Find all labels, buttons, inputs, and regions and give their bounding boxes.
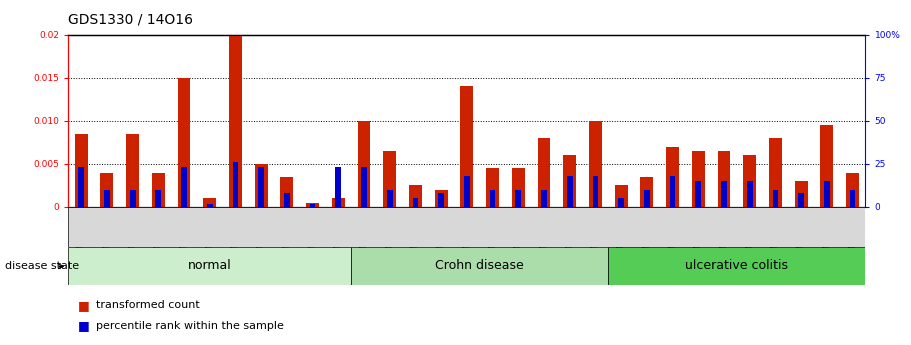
Bar <box>589 121 602 207</box>
Text: ■: ■ <box>77 319 89 333</box>
Bar <box>798 193 804 207</box>
Bar <box>438 193 444 207</box>
Bar <box>435 190 447 207</box>
Bar <box>563 155 576 207</box>
Bar <box>335 167 342 207</box>
Bar <box>769 138 782 207</box>
Bar <box>387 190 393 207</box>
Bar <box>68 247 351 285</box>
Bar <box>203 198 216 207</box>
Bar <box>773 190 778 207</box>
Bar <box>384 151 396 207</box>
Bar <box>592 176 599 207</box>
Bar <box>152 172 165 207</box>
Bar <box>846 172 859 207</box>
Text: ulcerative colitis: ulcerative colitis <box>685 259 788 272</box>
Bar <box>516 190 521 207</box>
Bar <box>229 34 242 207</box>
Bar <box>281 177 293 207</box>
Bar <box>666 147 679 207</box>
Bar <box>615 186 628 207</box>
Bar <box>409 186 422 207</box>
Bar <box>821 125 834 207</box>
Bar <box>722 181 727 207</box>
Bar <box>609 247 865 285</box>
Bar <box>464 176 470 207</box>
Bar <box>310 204 315 207</box>
Bar <box>670 176 675 207</box>
Text: normal: normal <box>188 259 231 272</box>
Text: ■: ■ <box>77 299 89 312</box>
Bar <box>490 190 496 207</box>
Text: GDS1330 / 14O16: GDS1330 / 14O16 <box>68 12 193 26</box>
Bar <box>718 151 731 207</box>
Bar <box>824 181 830 207</box>
Bar <box>567 176 573 207</box>
Bar <box>644 190 650 207</box>
Bar <box>306 203 319 207</box>
Bar <box>640 177 653 207</box>
Bar <box>178 78 190 207</box>
Bar <box>75 134 87 207</box>
Text: transformed count: transformed count <box>96 300 200 310</box>
Bar <box>181 167 187 207</box>
Bar <box>486 168 499 207</box>
Bar <box>207 204 212 207</box>
Text: percentile rank within the sample: percentile rank within the sample <box>96 321 283 331</box>
Bar <box>284 193 290 207</box>
Bar <box>691 151 705 207</box>
Bar <box>361 167 367 207</box>
Bar <box>232 162 239 207</box>
Bar <box>100 172 113 207</box>
Bar <box>512 168 525 207</box>
Bar <box>619 198 624 207</box>
Bar <box>460 86 474 207</box>
Bar <box>259 167 264 207</box>
Bar <box>78 167 84 207</box>
Bar <box>255 164 268 207</box>
Text: disease state: disease state <box>5 262 78 271</box>
Bar <box>127 134 139 207</box>
Bar <box>104 190 110 207</box>
Bar <box>537 138 550 207</box>
Bar <box>695 181 701 207</box>
Text: Crohn disease: Crohn disease <box>435 259 524 272</box>
Bar <box>156 190 161 207</box>
Bar <box>747 181 752 207</box>
Bar <box>413 198 418 207</box>
Bar <box>794 181 807 207</box>
Bar <box>850 190 855 207</box>
Bar <box>358 121 371 207</box>
Bar <box>332 198 344 207</box>
Bar <box>129 190 136 207</box>
Bar <box>541 190 547 207</box>
Bar <box>743 155 756 207</box>
Bar <box>351 247 609 285</box>
